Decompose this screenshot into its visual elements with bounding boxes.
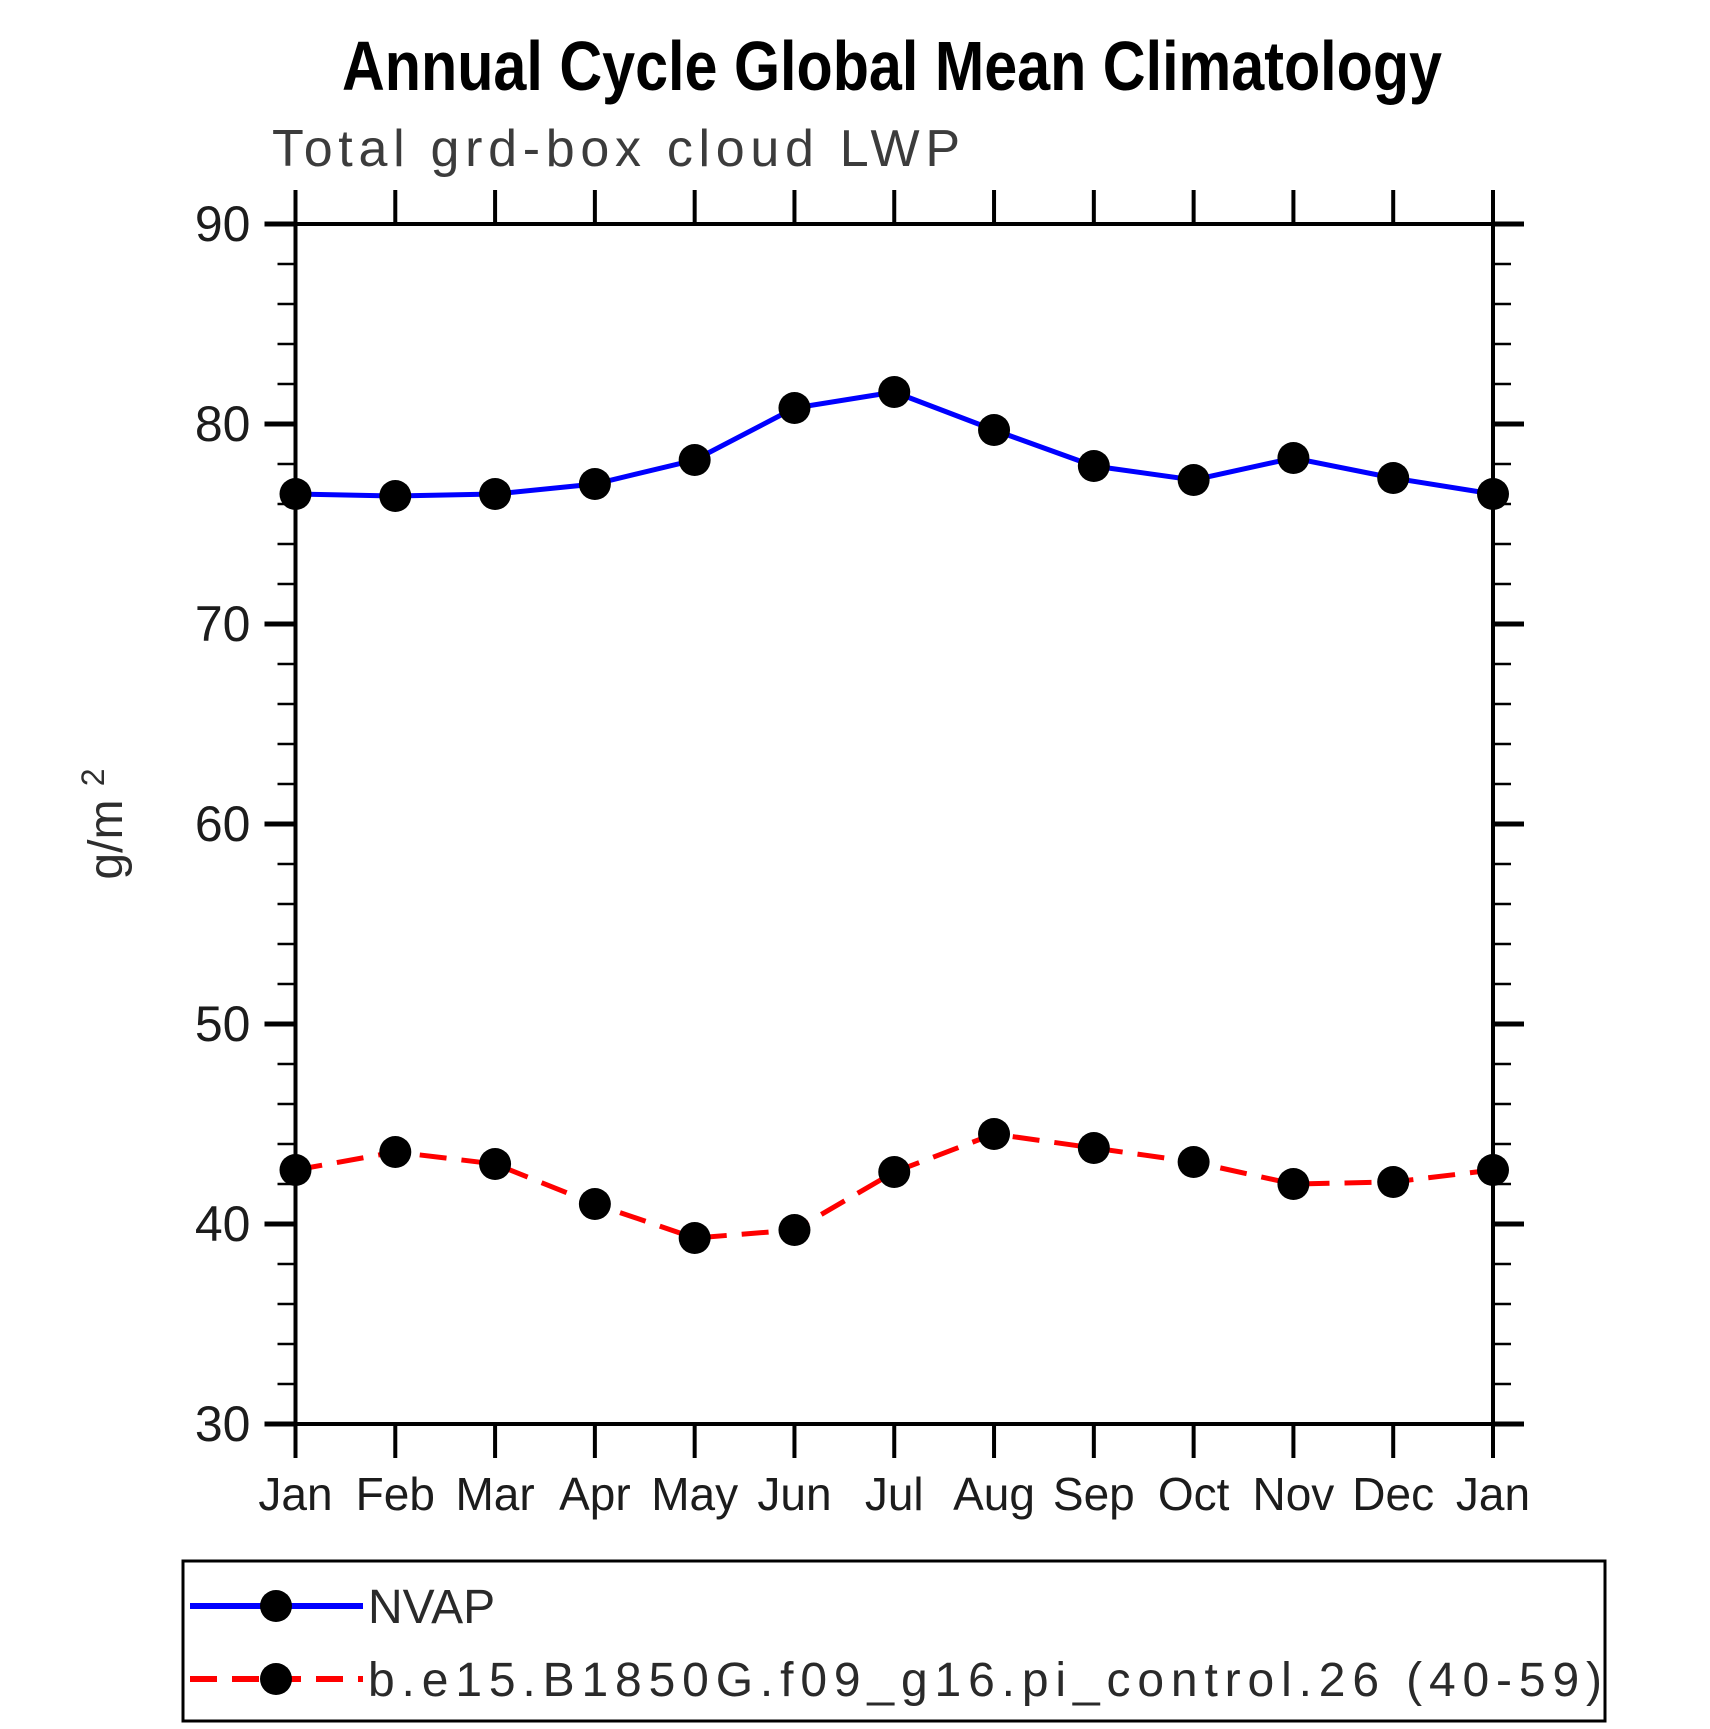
y-tick-label: 30 [195,1396,251,1452]
x-tick-label: Oct [1158,1468,1230,1520]
legend-marker-0 [260,1590,292,1622]
legend: NVAP b.e15.B1850G.f09_g16.pi_control.26 … [181,1559,1607,1723]
x-tick-label: Jul [865,1468,924,1520]
chart-subtitle: Total grd-box cloud LWP [272,120,962,178]
series-1-point [1477,1154,1509,1186]
series-1-point [1377,1166,1410,1198]
x-tick-label: Jan [258,1468,332,1520]
y-tick-label: 40 [195,1196,251,1252]
series-1-point [878,1156,911,1188]
y-axis-label-superscript: 2 [75,768,111,786]
y-tick-label: 90 [195,196,251,252]
series-1-point [978,1118,1011,1150]
legend-label-model: b.e15.B1850G.f09_g16.pi_control.26 (40-5… [368,1654,1602,1707]
legend-label-nvap: NVAP [368,1581,495,1634]
legend-sample-model [190,1663,363,1695]
series-0-point [978,414,1011,446]
y-axis-label-base: g/m [80,800,133,880]
y-tick-label: 50 [195,996,251,1052]
x-tick-label: Jan [1456,1468,1530,1520]
axis-tick-labels: 30 40 50 60 70 80 90 Jan Feb Mar Apr May Jun Jul Aug Se… [195,196,1530,1520]
y-tick-label: 70 [195,596,251,652]
y-tick-label: 60 [195,796,251,852]
series-1-point [778,1214,811,1246]
plot-axes [264,190,1524,1458]
x-tick-label: Nov [1253,1468,1335,1520]
legend-border [181,1559,1607,1723]
series-0-point [778,392,811,424]
series-1-point [578,1188,611,1220]
series-1-point [379,1136,412,1168]
x-tick-label: Jun [757,1468,831,1520]
series-1-point [1277,1168,1310,1200]
series-0-point [1377,462,1410,494]
series-0-point [1477,478,1509,510]
y-axis-label: g/m 2 [75,768,133,879]
x-tick-label: May [651,1468,738,1520]
x-tick-label: Sep [1053,1468,1135,1520]
legend-marker-1 [260,1663,292,1695]
data-series [279,376,1509,1254]
series-0-point [379,480,412,512]
series-0-point [1277,442,1310,474]
chart-title: Annual Cycle Global Mean Climatology [342,27,1442,105]
series-0-point [479,478,512,510]
series-0-point [279,478,312,510]
y-tick-label: 80 [195,396,251,452]
x-tick-label: Aug [953,1468,1035,1520]
series-1-point [479,1148,512,1180]
series-1-point [1077,1132,1110,1164]
series-0-point [678,444,711,476]
x-tick-label: Dec [1352,1468,1434,1520]
x-tick-label: Feb [356,1468,435,1520]
x-tick-label: Apr [559,1468,631,1520]
series-0-point [578,468,611,500]
legend-sample-nvap [190,1590,363,1622]
series-1-point [279,1154,312,1186]
series-1-point [1177,1146,1210,1178]
series-1-point [678,1222,711,1254]
series-0-point [1077,450,1110,482]
series-0-point [878,376,911,408]
series-0-point [1177,464,1210,496]
x-tick-label: Mar [455,1468,534,1520]
